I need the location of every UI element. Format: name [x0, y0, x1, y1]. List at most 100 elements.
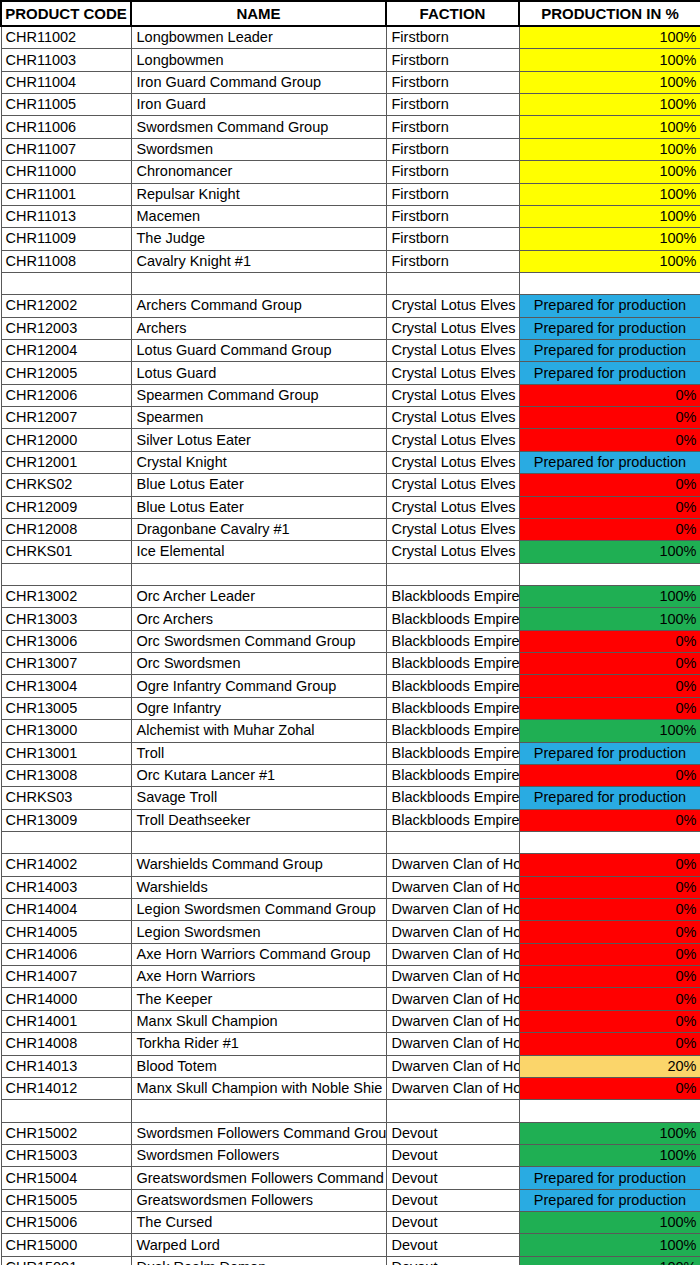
cell-name[interactable]: Archers	[131, 317, 386, 339]
cell-product-code[interactable]: CHR15003	[1, 1144, 131, 1166]
cell-production-status[interactable]: 0%	[519, 1033, 700, 1055]
empty-cell-faction[interactable]	[386, 1100, 519, 1122]
cell-name[interactable]: Chronomancer	[131, 161, 386, 183]
cell-product-code[interactable]: CHR13000	[1, 720, 131, 742]
cell-production-status[interactable]: Prepared for production	[519, 340, 700, 362]
cell-product-code[interactable]: CHR12009	[1, 496, 131, 518]
cell-faction[interactable]: Blackbloods Empire	[386, 585, 519, 607]
cell-product-code[interactable]: CHR15004	[1, 1167, 131, 1189]
cell-product-code[interactable]: CHR13001	[1, 742, 131, 764]
empty-cell-name[interactable]	[131, 1100, 386, 1122]
empty-cell-name[interactable]	[131, 563, 386, 585]
cell-name[interactable]: Dusk Realm Demon	[131, 1256, 386, 1265]
cell-name[interactable]: Legion Swordsmen	[131, 921, 386, 943]
cell-name[interactable]: Swordsmen Followers Command Grou	[131, 1122, 386, 1144]
cell-name[interactable]: Orc Swordsmen	[131, 653, 386, 675]
cell-name[interactable]: Warshields	[131, 876, 386, 898]
cell-product-code[interactable]: CHR13006	[1, 630, 131, 652]
cell-production-status[interactable]: 0%	[519, 921, 700, 943]
cell-name[interactable]: Warshields Command Group	[131, 854, 386, 876]
cell-production-status[interactable]: 0%	[519, 764, 700, 786]
cell-production-status[interactable]: 0%	[519, 384, 700, 406]
cell-product-code[interactable]: CHR14003	[1, 876, 131, 898]
cell-product-code[interactable]: CHR14000	[1, 988, 131, 1010]
cell-name[interactable]: Axe Horn Warriors	[131, 966, 386, 988]
cell-name[interactable]: The Judge	[131, 228, 386, 250]
empty-cell-name[interactable]	[131, 272, 386, 294]
cell-production-status[interactable]: 100%	[519, 183, 700, 205]
cell-faction[interactable]: Firstborn	[386, 71, 519, 93]
column-header-name[interactable]: NAME	[131, 1, 386, 26]
cell-faction[interactable]: Dwarven Clan of Ho	[386, 1033, 519, 1055]
cell-faction[interactable]: Crystal Lotus Elves	[386, 496, 519, 518]
cell-production-status[interactable]: 20%	[519, 1055, 700, 1077]
cell-faction[interactable]: Devout	[386, 1167, 519, 1189]
cell-production-status[interactable]: 100%	[519, 720, 700, 742]
cell-production-status[interactable]: Prepared for production	[519, 295, 700, 317]
cell-name[interactable]: Ogre Infantry Command Group	[131, 675, 386, 697]
cell-production-status[interactable]: Prepared for production	[519, 742, 700, 764]
cell-faction[interactable]: Crystal Lotus Elves	[386, 317, 519, 339]
empty-cell-product-code[interactable]	[1, 563, 131, 585]
cell-faction[interactable]: Devout	[386, 1144, 519, 1166]
cell-production-status[interactable]: Prepared for production	[519, 451, 700, 473]
cell-product-code[interactable]: CHR14012	[1, 1077, 131, 1099]
cell-faction[interactable]: Crystal Lotus Elves	[386, 451, 519, 473]
cell-product-code[interactable]: CHR14013	[1, 1055, 131, 1077]
cell-product-code[interactable]: CHR14001	[1, 1010, 131, 1032]
cell-production-status[interactable]: Prepared for production	[519, 787, 700, 809]
cell-product-code[interactable]: CHR11008	[1, 250, 131, 272]
cell-product-code[interactable]: CHR14004	[1, 899, 131, 921]
cell-faction[interactable]: Crystal Lotus Elves	[386, 407, 519, 429]
cell-name[interactable]: Warped Lord	[131, 1234, 386, 1256]
cell-faction[interactable]: Dwarven Clan of Ho	[386, 899, 519, 921]
cell-production-status[interactable]: 0%	[519, 653, 700, 675]
empty-cell-product-code[interactable]	[1, 1100, 131, 1122]
cell-name[interactable]: Ogre Infantry	[131, 697, 386, 719]
cell-faction[interactable]: Dwarven Clan of Ho	[386, 943, 519, 965]
empty-cell-faction[interactable]	[386, 563, 519, 585]
cell-product-code[interactable]: CHR12007	[1, 407, 131, 429]
cell-name[interactable]: Lotus Guard	[131, 362, 386, 384]
cell-product-code[interactable]: CHR15005	[1, 1189, 131, 1211]
cell-faction[interactable]: Dwarven Clan of Ho	[386, 1010, 519, 1032]
cell-production-status[interactable]: 100%	[519, 161, 700, 183]
cell-name[interactable]: Manx Skull Champion with Noble Shie	[131, 1077, 386, 1099]
cell-product-code[interactable]: CHRKS03	[1, 787, 131, 809]
cell-product-code[interactable]: CHR11006	[1, 116, 131, 138]
cell-product-code[interactable]: CHR11013	[1, 205, 131, 227]
cell-product-code[interactable]: CHR14008	[1, 1033, 131, 1055]
cell-production-status[interactable]: 100%	[519, 1144, 700, 1166]
cell-faction[interactable]: Firstborn	[386, 116, 519, 138]
cell-faction[interactable]: Dwarven Clan of Ho	[386, 1055, 519, 1077]
cell-product-code[interactable]: CHR11000	[1, 161, 131, 183]
cell-name[interactable]: Longbowmen Leader	[131, 26, 386, 49]
cell-faction[interactable]: Firstborn	[386, 138, 519, 160]
cell-product-code[interactable]: CHR13007	[1, 653, 131, 675]
cell-production-status[interactable]: 0%	[519, 429, 700, 451]
cell-production-status[interactable]: 100%	[519, 608, 700, 630]
cell-product-code[interactable]: CHR11002	[1, 26, 131, 49]
empty-cell-faction[interactable]	[386, 831, 519, 853]
cell-production-status[interactable]: 0%	[519, 697, 700, 719]
cell-product-code[interactable]: CHR11001	[1, 183, 131, 205]
cell-product-code[interactable]: CHR14006	[1, 943, 131, 965]
cell-name[interactable]: Macemen	[131, 205, 386, 227]
cell-production-status[interactable]: 0%	[519, 630, 700, 652]
cell-faction[interactable]: Firstborn	[386, 94, 519, 116]
cell-name[interactable]: The Keeper	[131, 988, 386, 1010]
cell-product-code[interactable]: CHR13005	[1, 697, 131, 719]
cell-product-code[interactable]: CHR12002	[1, 295, 131, 317]
cell-name[interactable]: Orc Swordsmen Command Group	[131, 630, 386, 652]
cell-faction[interactable]: Dwarven Clan of Ho	[386, 921, 519, 943]
cell-production-status[interactable]: 0%	[519, 496, 700, 518]
cell-faction[interactable]: Crystal Lotus Elves	[386, 384, 519, 406]
cell-name[interactable]: Axe Horn Warriors Command Group	[131, 943, 386, 965]
cell-production-status[interactable]: 100%	[519, 205, 700, 227]
cell-name[interactable]: Orc Archer Leader	[131, 585, 386, 607]
cell-faction[interactable]: Blackbloods Empire	[386, 608, 519, 630]
cell-faction[interactable]: Blackbloods Empire	[386, 630, 519, 652]
cell-faction[interactable]: Firstborn	[386, 205, 519, 227]
cell-faction[interactable]: Firstborn	[386, 250, 519, 272]
cell-production-status[interactable]: 100%	[519, 94, 700, 116]
